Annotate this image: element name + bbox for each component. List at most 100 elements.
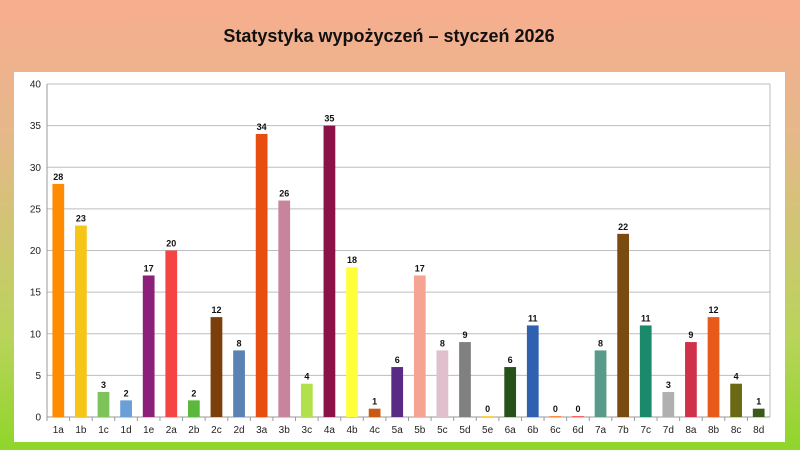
data-label-2d: 8 <box>237 338 242 348</box>
bar-6a <box>504 367 517 417</box>
x-tick-label-1e: 1e <box>143 425 155 436</box>
data-label-6a: 6 <box>508 355 513 365</box>
bar-1a <box>52 183 65 417</box>
y-tick-label: 20 <box>30 246 42 257</box>
x-tick-label-2d: 2d <box>233 425 244 436</box>
data-label-5c: 8 <box>440 338 445 348</box>
bar-4b <box>346 267 358 417</box>
y-tick-label: 35 <box>30 121 42 132</box>
chart-title: Statystyka wypożyczeń – styczeń 2026 <box>223 26 555 46</box>
x-tick-label-4c: 4c <box>369 425 380 436</box>
bars <box>52 125 765 417</box>
bar-6d <box>572 416 584 417</box>
bar-1d <box>120 400 132 417</box>
data-label-1c: 3 <box>101 380 106 390</box>
bar-4c <box>368 408 381 417</box>
x-tick-label-6b: 6b <box>527 425 539 436</box>
bar-5c <box>436 350 449 417</box>
bar-4a <box>323 125 336 417</box>
y-axis-ticks: 0 5 10 15 20 25 30 35 40 <box>30 80 42 424</box>
data-label-2a: 20 <box>166 239 176 249</box>
x-tick-label-1c: 1c <box>98 425 109 436</box>
bar-3a <box>255 133 268 417</box>
x-tick-label-6c: 6c <box>550 425 561 436</box>
x-tick-label-7d: 7d <box>663 425 674 436</box>
bar-1b <box>75 225 87 417</box>
data-label-1d: 2 <box>124 388 129 398</box>
bar-6b <box>526 325 539 417</box>
x-tick-label-1a: 1a <box>53 425 65 436</box>
chart-panel: 0 5 10 15 20 25 30 35 40 28 23 3 2 17 20 2 12 8 34 26 4 35 18… <box>14 72 785 442</box>
x-tick-label-6a: 6a <box>505 425 517 436</box>
data-label-2c: 12 <box>211 305 221 315</box>
bar-8c <box>730 383 742 417</box>
data-label-1a: 28 <box>53 172 63 182</box>
bar-2c <box>210 317 223 417</box>
y-tick-label: 15 <box>30 288 42 299</box>
data-label-8d: 1 <box>756 397 761 407</box>
data-label-1e: 17 <box>144 263 154 273</box>
data-label-5b: 17 <box>415 263 425 273</box>
x-tick-label-2c: 2c <box>211 425 222 436</box>
bar-5b <box>413 275 426 417</box>
x-tick-label-5d: 5d <box>459 425 470 436</box>
x-tick-label-7c: 7c <box>640 425 651 436</box>
y-tick-label: 40 <box>30 80 42 91</box>
bar-1c <box>97 392 110 417</box>
bar-3b <box>278 200 291 417</box>
bar-8d <box>752 408 765 417</box>
data-label-6b: 11 <box>528 313 538 323</box>
bar-8a <box>685 342 697 417</box>
x-tick-label-3c: 3c <box>302 425 313 436</box>
data-label-5d: 9 <box>462 330 467 340</box>
data-label-6c: 0 <box>553 404 558 414</box>
x-tick-label-1d: 1d <box>121 425 132 436</box>
bar-2a <box>165 250 178 417</box>
x-tick-label-3b: 3b <box>279 425 291 436</box>
data-label-3a: 34 <box>257 122 267 132</box>
x-tick-label-5e: 5e <box>482 425 494 436</box>
bar-3c <box>300 383 313 417</box>
y-tick-label: 5 <box>35 371 41 382</box>
x-tick-label-3a: 3a <box>256 425 268 436</box>
data-label-5e: 0 <box>485 404 490 414</box>
data-label-4c: 1 <box>372 397 377 407</box>
x-tick-label-8c: 8c <box>731 425 742 436</box>
x-tick-label-8a: 8a <box>685 425 697 436</box>
x-tick-label-2a: 2a <box>166 425 178 436</box>
data-label-3b: 26 <box>279 189 289 199</box>
bar-7a <box>594 350 607 417</box>
y-tick-label: 0 <box>35 413 41 424</box>
x-tick-label-4b: 4b <box>346 425 358 436</box>
data-label-3c: 4 <box>304 372 309 382</box>
x-tick-label-6d: 6d <box>572 425 583 436</box>
data-label-7b: 22 <box>618 222 628 232</box>
x-tick-label-8b: 8b <box>708 425 720 436</box>
data-label-8c: 4 <box>734 372 739 382</box>
bar-5e <box>481 416 494 417</box>
data-label-4b: 18 <box>347 255 357 265</box>
x-tick-label-7b: 7b <box>618 425 630 436</box>
bar-7b <box>617 233 630 417</box>
bar-6c <box>549 416 562 417</box>
data-label-2b: 2 <box>191 388 196 398</box>
data-label-7d: 3 <box>666 380 671 390</box>
bar-5d <box>459 342 471 417</box>
y-tick-label: 30 <box>30 163 42 174</box>
data-label-4a: 35 <box>324 114 334 124</box>
x-tick-label-2b: 2b <box>188 425 200 436</box>
x-tick-label-5a: 5a <box>392 425 404 436</box>
x-tick-label-5c: 5c <box>437 425 448 436</box>
x-axis-ticks: 1a 1b 1c 1d 1e 2a 2b 2c 2d 3a 3b 3c 4a 4b 4c 5a 5b 5c 5d 5e… <box>46 417 764 436</box>
bar-7c <box>639 325 652 417</box>
data-label-1b: 23 <box>76 214 86 224</box>
data-label-5a: 6 <box>395 355 400 365</box>
data-label-8b: 12 <box>709 305 719 315</box>
bar-8b <box>707 317 720 417</box>
y-tick-label: 10 <box>30 329 42 340</box>
data-label-7a: 8 <box>598 338 603 348</box>
data-label-6d: 0 <box>575 404 580 414</box>
x-tick-label-8d: 8d <box>753 425 764 436</box>
